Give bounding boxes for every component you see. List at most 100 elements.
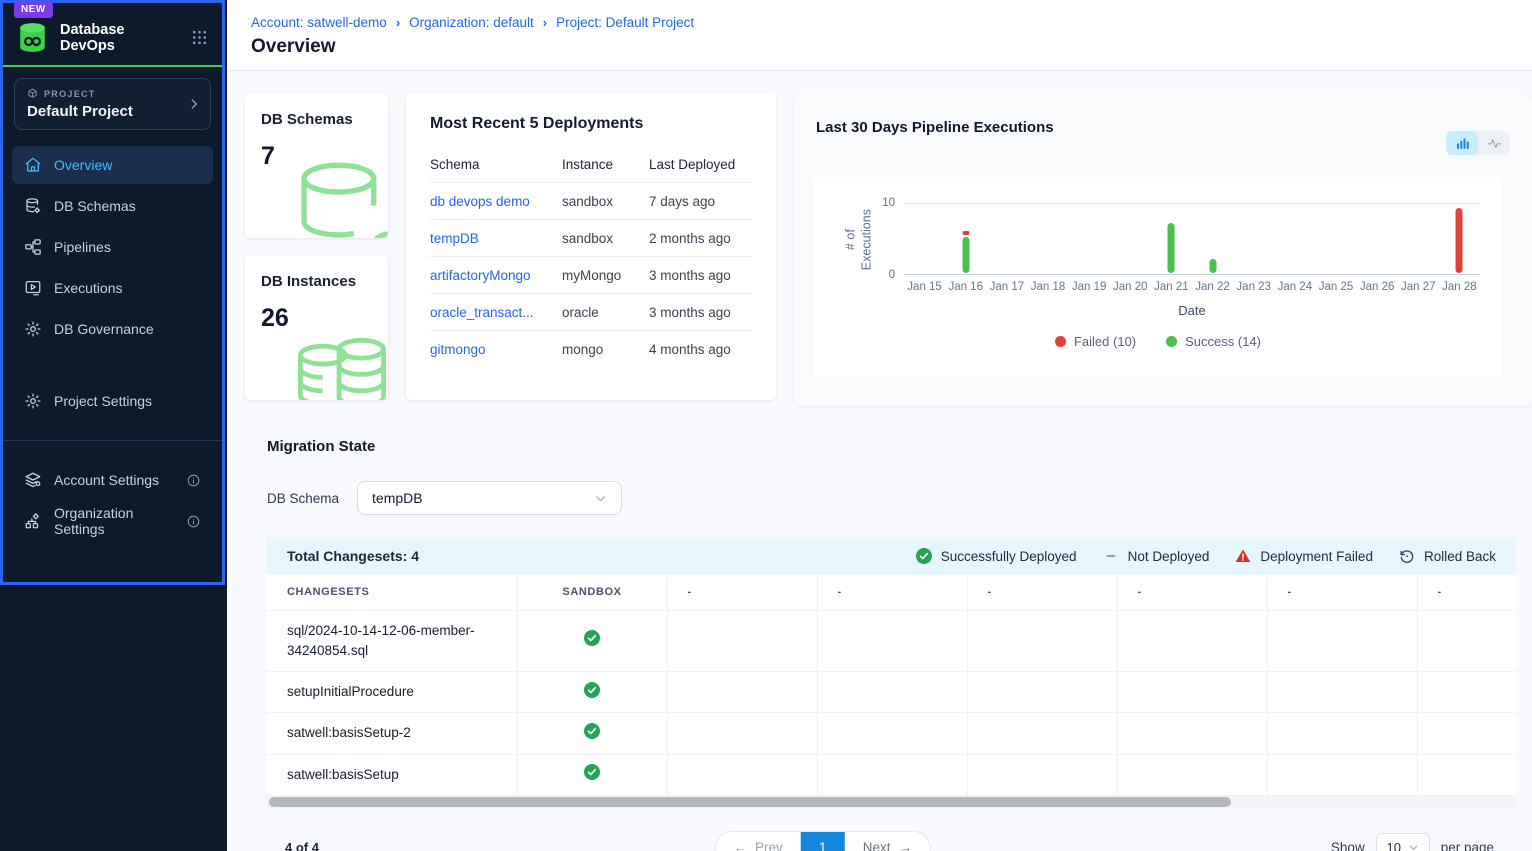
pagination: ← Prev 1 Next → xyxy=(714,830,932,851)
sidebar-item-executions[interactable]: Executions xyxy=(12,269,213,307)
schema-link[interactable]: oracle_transact... xyxy=(430,304,534,320)
empty-cell xyxy=(1267,671,1418,714)
recent-deployments-card: Most Recent 5 Deployments Schema Instance… xyxy=(406,93,776,400)
instance-cell: oracle xyxy=(562,304,599,320)
last-deployed-cell: 3 months ago xyxy=(648,304,731,320)
x-tick-label: Jan 26 xyxy=(1359,281,1395,293)
changesets-table-wrap: CHANGESETS SANDBOX - - - - - - sql/2024-10-14-1… xyxy=(267,575,1516,796)
empty-cell xyxy=(667,754,818,796)
prev-page-button[interactable]: ← Prev xyxy=(716,832,801,851)
arrow-right-icon: → xyxy=(898,840,913,851)
chart-plot-panel: # of Executions 10 0 Jan 15 Jan 16 Jan 17 J… xyxy=(814,177,1502,377)
empty-cell xyxy=(667,712,818,755)
breadcrumb-project[interactable]: Project: Default Project xyxy=(556,15,695,30)
success-check-icon xyxy=(584,681,600,698)
page-number-button[interactable]: 1 xyxy=(800,831,845,851)
schema-link[interactable]: gitmongo xyxy=(430,342,486,357)
stats-column: DB Schemas 7 DB Instances 26 xyxy=(245,93,388,406)
page-size-select[interactable]: 10 xyxy=(1375,832,1430,851)
breadcrumb-account[interactable]: Account: satwell-demo xyxy=(251,15,387,30)
legend-item-success-14-: Success (14) xyxy=(1166,334,1261,349)
changeset-name: sql/2024-10-14-12-06-member-34240854.sql xyxy=(267,610,518,672)
sidebar-item-db-schemas[interactable]: DB Schemas xyxy=(12,187,213,225)
schema-filter-row: DB Schema tempDB xyxy=(267,481,1516,515)
apps-grid-icon[interactable] xyxy=(191,29,208,46)
dash-icon xyxy=(1103,548,1119,564)
empty-cell xyxy=(1267,754,1418,796)
schema-link[interactable]: tempDB xyxy=(430,230,479,246)
db-single-icon xyxy=(290,158,388,238)
changesets-panel: Total Changesets: 4 Successfully Deploye… xyxy=(267,537,1516,808)
project-selector[interactable]: PROJECT Default Project xyxy=(14,78,211,130)
empty-cell xyxy=(967,671,1118,714)
instance-cell: sandbox xyxy=(562,193,614,209)
empty-cell xyxy=(967,712,1118,755)
sidebar-settings-nav: Project Settings xyxy=(3,382,222,420)
sidebar-item-account-settings[interactable]: Account Settings xyxy=(12,461,213,499)
db-schema-selected-value: tempDB xyxy=(372,490,423,506)
next-page-button[interactable]: Next → xyxy=(845,832,930,851)
db-schema-select[interactable]: tempDB xyxy=(357,481,623,515)
stat-value: 26 xyxy=(261,304,289,332)
sidebar-divider xyxy=(3,440,222,441)
success-check-icon xyxy=(584,764,600,781)
changesets-header-row: CHANGESETS SANDBOX - - - - - - xyxy=(267,575,1516,611)
legend-label: Failed (10) xyxy=(1073,334,1137,349)
arrow-left-icon: ← xyxy=(733,840,748,851)
chart-slot-jan-25 xyxy=(1315,204,1356,274)
success-bar xyxy=(1209,258,1217,273)
sidebar-item-organization-settings[interactable]: Organization Settings xyxy=(12,502,213,540)
schema-link[interactable]: artifactoryMongo xyxy=(430,267,531,283)
page-content: DB Schemas 7 DB Instances 26 Most Recent… xyxy=(227,71,1532,851)
breadcrumb-chevron-icon: › xyxy=(395,15,401,30)
status-legend-not-deployed: Not Deployed xyxy=(1103,548,1209,564)
empty-cell xyxy=(1267,712,1418,755)
empty-cell xyxy=(817,671,968,714)
gear-icon xyxy=(24,392,42,410)
column-header-changesets: CHANGESETS xyxy=(267,575,518,611)
chart-slot-jan-21 xyxy=(1151,204,1192,274)
sidebar-item-overview[interactable]: Overview xyxy=(12,146,213,184)
table-footer: 4 of 4 ← Prev 1 Next → Show 10 xyxy=(267,830,1516,851)
x-tick-label: Jan 20 xyxy=(1113,281,1148,293)
project-label-row: PROJECT xyxy=(27,88,198,99)
chevron-down-icon xyxy=(594,492,607,505)
chart-slot-jan-23 xyxy=(1233,204,1274,274)
sidebar-item-project-settings[interactable]: Project Settings xyxy=(12,382,213,420)
cube-icon xyxy=(27,88,38,99)
project-name: Default Project xyxy=(27,103,133,120)
empty-cell xyxy=(1117,754,1268,796)
chart-slot-jan-22 xyxy=(1192,204,1233,274)
new-badge: NEW xyxy=(14,2,53,18)
x-tick-label: Jan 23 xyxy=(1236,281,1271,293)
instance-cell: myMongo xyxy=(562,267,622,283)
horizontal-scrollbar-thumb[interactable] xyxy=(269,796,1231,807)
failed-bar xyxy=(1455,208,1463,273)
migration-state-title: Migration State xyxy=(267,438,376,455)
sidebar-account-nav: Account Settings Organization Settings xyxy=(3,461,222,540)
per-page-label: per page xyxy=(1440,840,1494,851)
empty-cell xyxy=(1117,610,1268,672)
breadcrumb-chevron-icon: › xyxy=(542,15,548,30)
status-legend-deployment-failed: Deployment Failed xyxy=(1235,548,1373,564)
sidebar-item-label: Account Settings xyxy=(54,472,160,488)
sidebar-item-pipelines[interactable]: Pipelines xyxy=(12,228,213,266)
column-header-dash: - xyxy=(667,575,818,611)
breadcrumb-organization[interactable]: Organization: default xyxy=(409,15,534,30)
chart-title: Last 30 Days Pipeline Executions xyxy=(816,119,1054,136)
sidebar-header: Database DevOps xyxy=(3,3,222,65)
executions-icon xyxy=(24,279,42,297)
page-header: Account: satwell-demo › Organization: de… xyxy=(227,0,1532,71)
sidebar-item-label: Organization Settings xyxy=(54,505,134,537)
bar-chart-toggle-icon[interactable] xyxy=(1446,131,1478,155)
schema-link[interactable]: db devops demo xyxy=(430,193,530,209)
line-chart-toggle-icon[interactable] xyxy=(1478,131,1510,155)
sidebar-item-db-governance[interactable]: DB Governance xyxy=(12,310,213,348)
sandbox-status-cell xyxy=(517,671,668,714)
changeset-row: satwell:basisSetup-2 xyxy=(267,712,1516,755)
changeset-name: satwell:basisSetup xyxy=(267,754,518,796)
info-icon[interactable] xyxy=(186,514,201,529)
info-icon[interactable] xyxy=(186,473,201,488)
chart-slot-jan-19 xyxy=(1069,204,1110,274)
changeset-name: setupInitialProcedure xyxy=(267,671,518,714)
